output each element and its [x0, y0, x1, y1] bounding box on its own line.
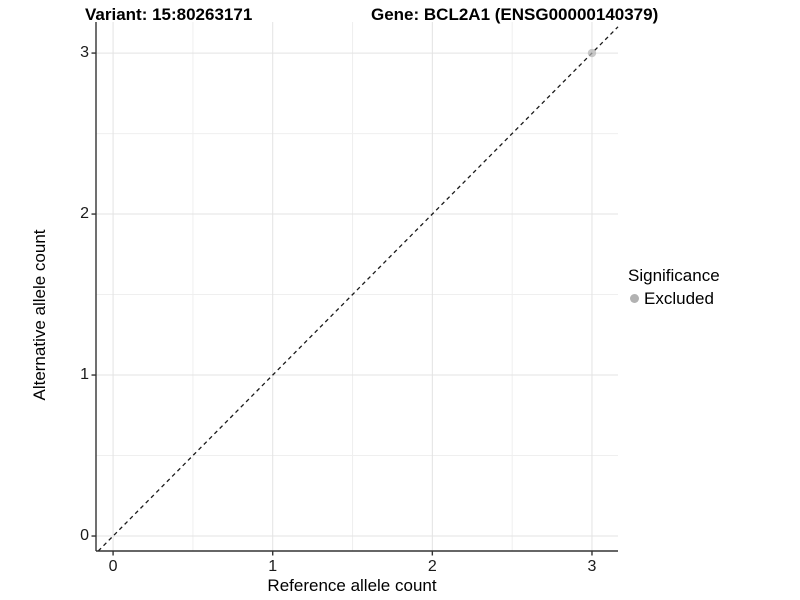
x-tick-label: 1: [268, 558, 278, 575]
axes-group: [95, 22, 618, 552]
identity-line: [97, 26, 619, 552]
x-axis-title: Reference allele count: [267, 576, 437, 595]
y-tick-label: 2: [80, 205, 89, 223]
y-tick-label: 0: [80, 527, 89, 545]
grid-major: [96, 22, 618, 551]
grid-minor: [96, 22, 618, 551]
y-tick-label: 3: [80, 44, 89, 62]
legend-title: Significance: [628, 266, 720, 285]
identity-line-group: [97, 26, 619, 552]
legend-key-circle-icon: [630, 294, 639, 303]
y-tick-label: 1: [80, 366, 89, 384]
data-points-group: [587, 48, 597, 58]
x-tick-label: 2: [427, 558, 437, 575]
tick-marks-group: [91, 52, 593, 556]
plot-title-gene: Gene: BCL2A1 (ENSG00000140379): [371, 5, 659, 24]
y-axis-title: Alternative allele count: [30, 229, 49, 401]
legend-item-excluded: Excluded: [630, 289, 720, 308]
data-point-excluded: [587, 48, 597, 58]
x-tick-label: 3: [587, 558, 597, 575]
legend-item-label: Excluded: [644, 289, 714, 308]
legend: Significance Excluded: [628, 266, 720, 308]
x-tick-label: 0: [108, 558, 118, 575]
plot-title-variant: Variant: 15:80263171: [85, 5, 253, 24]
